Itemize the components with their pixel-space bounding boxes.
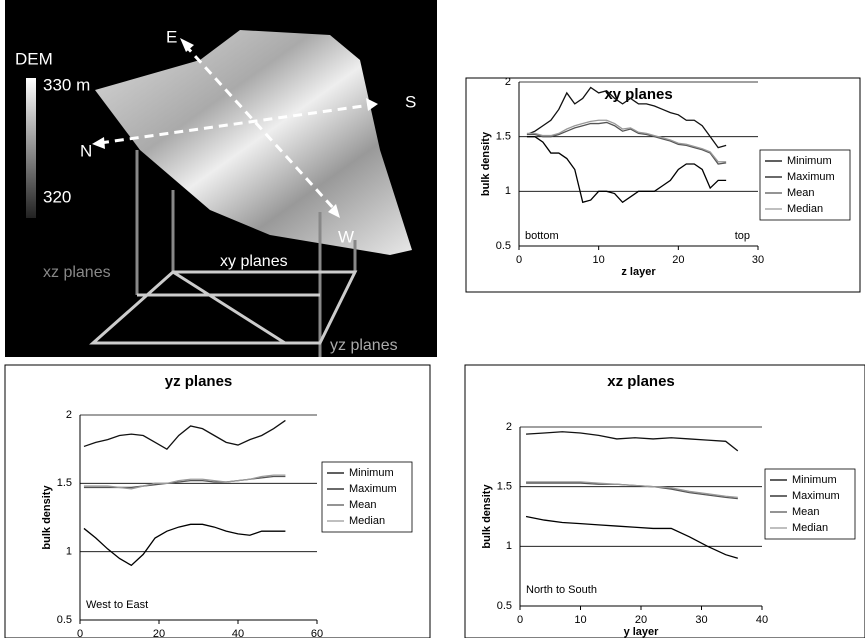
- plane-label: xy planes: [220, 253, 288, 270]
- x-tick-label: 10: [593, 254, 605, 266]
- legend-label: Maximum: [792, 490, 840, 502]
- series-line: [83, 419, 286, 450]
- plane-label: yz planes: [330, 337, 398, 354]
- series-line: [526, 119, 727, 163]
- dem-title: DEM: [15, 49, 53, 68]
- legend-box: [321, 461, 413, 533]
- colorbar-label: 330 m: [43, 75, 90, 94]
- x-tick-label: 40: [232, 628, 244, 638]
- series-line: [526, 121, 727, 165]
- legend-label: Mean: [349, 499, 377, 511]
- series-line: [526, 86, 727, 149]
- series-line: [526, 431, 739, 452]
- dem-surface: [95, 30, 412, 255]
- y-axis-label: bulk density: [480, 131, 492, 196]
- colorbar: [26, 78, 36, 218]
- direction-label: W: [338, 227, 354, 246]
- y-tick-label: 0.5: [496, 240, 511, 252]
- annotation: bottom: [525, 230, 559, 242]
- y-tick-label: 1: [505, 185, 511, 197]
- y-tick-label: 1: [506, 540, 512, 552]
- legend-label: Median: [787, 203, 823, 215]
- series-line: [83, 523, 286, 567]
- x-tick-label: 0: [517, 614, 523, 626]
- legend-label: Mean: [792, 506, 820, 518]
- legend-label: Median: [349, 515, 385, 527]
- y-tick-label: 2: [66, 409, 72, 421]
- y-tick-label: 0.5: [57, 614, 72, 626]
- dem-panel: DEM 330 m 320 E S N W xz planes xy plane…: [5, 0, 437, 357]
- x-tick-label: 0: [516, 254, 522, 266]
- legend-box: [759, 149, 851, 221]
- y-tick-label: 2: [506, 421, 512, 433]
- x-tick-label: 40: [756, 614, 768, 626]
- series-line: [526, 136, 727, 204]
- y-tick-label: 1.5: [496, 131, 511, 143]
- x-tick-label: 30: [695, 614, 707, 626]
- chart-title: yz planes: [165, 373, 233, 390]
- x-axis-label: z layer: [621, 266, 656, 278]
- plane-box: [135, 150, 357, 357]
- x-tick-label: 20: [153, 628, 165, 638]
- x-tick-label: 60: [311, 628, 323, 638]
- y-axis-label: bulk density: [481, 484, 493, 549]
- xy-plane: [89, 270, 358, 345]
- y-tick-label: 0.5: [497, 600, 512, 612]
- chart-title: xz planes: [607, 373, 675, 390]
- legend-label: Minimum: [792, 474, 837, 486]
- direction-label: S: [405, 92, 416, 111]
- legend-label: Minimum: [349, 467, 394, 479]
- plane-label: xz planes: [43, 264, 111, 281]
- y-axis-label: bulk density: [41, 485, 53, 550]
- direction-label: E: [166, 27, 177, 46]
- legend-label: Mean: [787, 187, 815, 199]
- annotation: top: [735, 230, 750, 242]
- legend-label: Maximum: [787, 171, 835, 183]
- y-tick-label: 1.5: [57, 477, 72, 489]
- direction-lines: [99, 43, 371, 212]
- chart-title: xy planes: [604, 86, 672, 103]
- x-tick-label: 10: [574, 614, 586, 626]
- legend-label: Minimum: [787, 155, 832, 167]
- x-tick-label: 20: [635, 614, 647, 626]
- y-tick-label: 1.5: [497, 481, 512, 493]
- legend-label: Maximum: [349, 483, 397, 495]
- direction-label: N: [80, 141, 92, 160]
- annotation: West to East: [86, 599, 148, 611]
- legend-label: Median: [792, 522, 828, 534]
- legend-box: [764, 468, 856, 540]
- series-line: [83, 474, 286, 490]
- direction-arrows: [92, 38, 378, 218]
- annotation: North to South: [526, 584, 597, 596]
- y-tick-label: 2: [505, 76, 511, 88]
- series-line: [525, 515, 738, 559]
- series-line: [526, 481, 738, 499]
- x-tick-label: 20: [672, 254, 684, 266]
- x-axis-label: y layer: [624, 626, 660, 638]
- colorbar-label: 320: [43, 187, 71, 206]
- x-tick-label: 30: [752, 254, 764, 266]
- x-tick-label: 0: [77, 628, 83, 638]
- y-tick-label: 1: [66, 546, 72, 558]
